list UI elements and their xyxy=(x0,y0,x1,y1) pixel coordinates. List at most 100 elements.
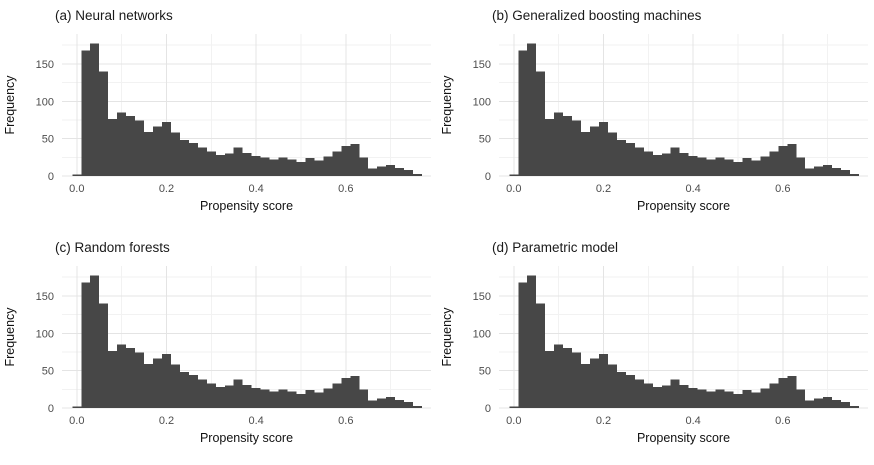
histogram-bar xyxy=(841,402,851,408)
histogram-bar xyxy=(144,131,154,176)
histogram-bar xyxy=(625,375,635,408)
y-tick-label: 0 xyxy=(485,171,491,183)
x-tick-label: 0.2 xyxy=(159,415,174,427)
histogram-bar xyxy=(715,157,725,176)
histogram-bar xyxy=(287,391,297,408)
x-axis-title: Propensity score xyxy=(637,199,730,213)
histogram-bar xyxy=(179,372,189,408)
histogram-bar xyxy=(413,405,423,408)
histogram-bar xyxy=(197,147,207,176)
histogram-bars xyxy=(72,275,423,408)
histogram-bar xyxy=(269,391,279,408)
x-axis-title: Propensity score xyxy=(200,431,293,445)
histogram-bar xyxy=(814,166,824,176)
y-axis-title: Frequency xyxy=(440,75,454,135)
histogram-bar xyxy=(850,173,860,176)
histogram-bar xyxy=(153,126,162,176)
histogram-bar xyxy=(242,384,252,408)
histogram-bar xyxy=(616,140,626,176)
panel-d-histogram-canvas: 0 50 100 150 0.0 0.2 0.4 0.6 Propensity score Fre… xyxy=(440,266,868,445)
panel-b-histogram-canvas: 0 50 100 150 0.0 0.2 0.4 0.6 Propensity score Fre… xyxy=(440,34,868,213)
histogram-bar xyxy=(278,389,288,408)
histogram-bar xyxy=(90,43,100,176)
x-axis-title: Propensity score xyxy=(637,431,730,445)
histogram-bar xyxy=(616,372,626,408)
histogram-bar xyxy=(536,303,546,408)
histogram-bar xyxy=(170,132,180,176)
panel-c: (c) Random forests 0 50 100 150 0.0 0.2 0.4 0.6… xyxy=(0,232,437,465)
histogram-bar xyxy=(598,354,608,408)
histogram-bars xyxy=(509,275,860,408)
x-tick-label: 0.0 xyxy=(506,183,521,195)
histogram-bar xyxy=(688,155,698,176)
x-tick-label: 0.4 xyxy=(248,415,263,427)
panel-c-title: (c) Random forests xyxy=(55,240,170,255)
histogram-bar xyxy=(341,146,351,176)
histogram-bar xyxy=(832,399,842,408)
x-axis-title: Propensity score xyxy=(200,199,293,213)
histogram-bar xyxy=(742,158,752,176)
histogram-bar xyxy=(395,167,405,176)
histogram-bar xyxy=(350,143,360,176)
histogram-bar xyxy=(368,168,378,176)
y-tick-label: 100 xyxy=(36,96,54,108)
x-tick-label: 0.6 xyxy=(775,183,790,195)
histogram-bar xyxy=(332,383,342,408)
histogram-bar xyxy=(518,50,528,176)
y-tick-label: 50 xyxy=(42,366,54,378)
histogram-bar xyxy=(314,160,324,176)
histogram-bar xyxy=(269,159,279,176)
histogram-bar xyxy=(625,143,635,176)
histogram-bar xyxy=(341,378,351,408)
histogram-bar xyxy=(179,140,189,176)
histogram-bar xyxy=(81,50,91,176)
histogram-bar xyxy=(697,389,707,408)
histogram-bar xyxy=(652,155,662,176)
histogram-bar xyxy=(787,375,797,408)
histogram-bar xyxy=(536,71,546,176)
y-tick-label: 150 xyxy=(473,59,491,71)
panel-b-title: (b) Generalized boosting machines xyxy=(492,8,702,23)
histogram-bar xyxy=(760,156,770,176)
x-tick-label: 0.2 xyxy=(596,415,611,427)
histogram-bar xyxy=(404,170,414,176)
histogram-bar xyxy=(679,152,689,176)
histogram-bar xyxy=(724,391,734,408)
histogram-bar xyxy=(251,155,261,176)
y-axis-title: Frequency xyxy=(3,307,17,367)
histogram-bar xyxy=(368,400,378,408)
histogram-bar xyxy=(161,354,171,408)
histogram-bar xyxy=(572,120,582,176)
histogram-bar xyxy=(769,383,779,408)
histogram-bar xyxy=(643,151,653,176)
panel-c-histogram-canvas: 0 50 100 150 0.0 0.2 0.4 0.6 Propensity score Fre… xyxy=(3,266,431,445)
histogram-bar xyxy=(850,405,860,408)
x-tick-label: 0.6 xyxy=(338,183,353,195)
histogram-bar xyxy=(323,156,333,176)
x-tick-label: 0.6 xyxy=(338,415,353,427)
histogram-bar xyxy=(224,385,234,408)
histogram-bar xyxy=(305,390,315,408)
histogram-bar xyxy=(72,406,82,408)
histogram-bar xyxy=(581,131,591,176)
histogram-bar xyxy=(805,168,815,176)
y-tick-label: 100 xyxy=(36,328,54,340)
panel-a-histogram-canvas: 0 50 100 150 0.0 0.2 0.4 0.6 Propensity score Fre… xyxy=(3,34,431,213)
x-tick-label: 0.4 xyxy=(248,183,263,195)
histogram-bar xyxy=(554,112,564,176)
y-tick-label: 0 xyxy=(48,403,54,415)
histogram-bar xyxy=(751,392,761,408)
histogram-bar xyxy=(706,159,716,176)
histogram-bar xyxy=(413,173,423,176)
histogram-bar xyxy=(805,400,815,408)
histogram-bar xyxy=(215,387,225,408)
histogram-bar xyxy=(545,119,555,176)
histogram-bars xyxy=(72,43,423,176)
histogram-bar xyxy=(126,348,136,408)
histogram-bar xyxy=(706,391,716,408)
panel-a: (a) Neural networks 0 50 100 150 0.0 0.2 0.4 0.… xyxy=(0,0,437,232)
histogram-bar xyxy=(117,112,127,176)
histogram-bar xyxy=(108,351,118,408)
histogram-bar xyxy=(598,122,608,176)
